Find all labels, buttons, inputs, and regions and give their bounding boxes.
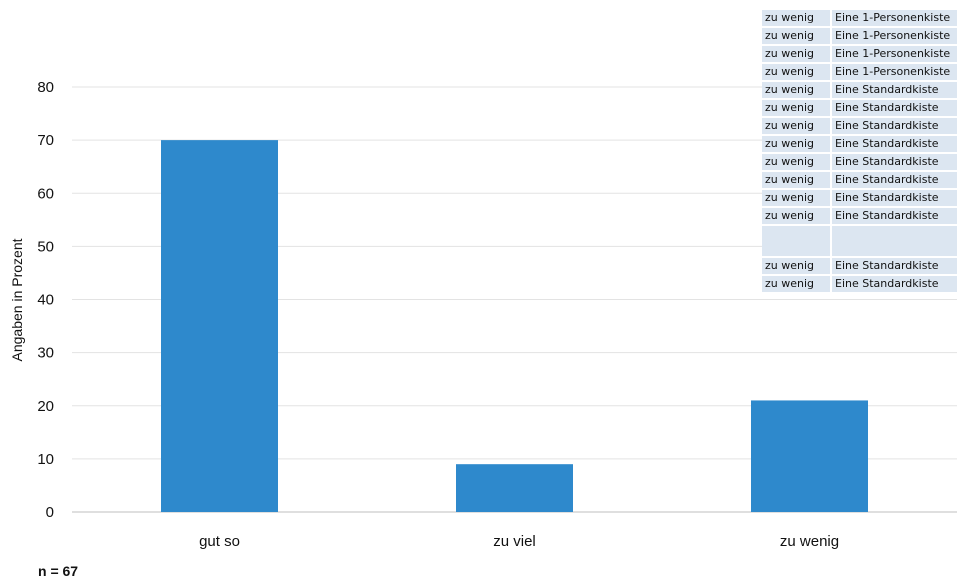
table-cell-answer: zu wenig [762,64,832,80]
table-cell-answer [762,226,832,256]
table-cell-answer: zu wenig [762,46,832,62]
table-row: zu wenig Eine Standardkiste [762,258,957,274]
table-row: zu wenig Eine Standardkiste [762,136,957,152]
table-cell-answer: zu wenig [762,172,832,188]
table-cell-answer: zu wenig [762,154,832,170]
y-tick-label: 80 [37,79,54,96]
table-cell-answer: zu wenig [762,276,832,292]
table-cell-answer: zu wenig [762,208,832,224]
x-category-label: zu viel [493,533,536,550]
overlay-data-table: zu wenig Eine 1-Personenkiste zu wenig Eine… [762,8,957,294]
y-axis-label: Angaben in Prozent [9,238,25,361]
y-tick-label: 40 [37,292,54,309]
table-cell-box [832,226,957,256]
table-row: zu wenig Eine Standardkiste [762,154,957,170]
table-cell-box: Eine Standardkiste [832,82,957,98]
table-row: zu wenig Eine 1-Personenkiste [762,28,957,44]
y-tick-label: 10 [37,451,54,468]
y-tick-label: 50 [37,238,54,255]
table-cell-answer: zu wenig [762,258,832,274]
table-cell-box: Eine Standardkiste [832,258,957,274]
table-row: zu wenig Eine Standardkiste [762,190,957,206]
table-cell-box: Eine Standardkiste [832,276,957,292]
x-category-labels: gut so zu viel zu wenig [199,533,839,550]
table-cell-box: Eine Standardkiste [832,118,957,134]
table-cell-answer: zu wenig [762,28,832,44]
table-row: zu wenig Eine Standardkiste [762,276,957,292]
table-row: zu wenig Eine Standardkiste [762,118,957,134]
table-cell-box: Eine 1-Personenkiste [832,28,957,44]
x-category-label: gut so [199,533,240,550]
y-tick-label: 20 [37,398,54,415]
y-tick-label: 70 [37,132,54,149]
table-cell-box: Eine 1-Personenkiste [832,46,957,62]
table-cell-answer: zu wenig [762,190,832,206]
table-cell-box: Eine 1-Personenkiste [832,10,957,26]
table-cell-answer: zu wenig [762,136,832,152]
table-row: zu wenig Eine Standardkiste [762,100,957,116]
table-cell-box: Eine 1-Personenkiste [832,64,957,80]
sample-size-note: n = 67 [38,563,79,579]
x-category-label: zu wenig [780,533,839,550]
table-row: zu wenig Eine 1-Personenkiste [762,10,957,26]
table-row: zu wenig Eine 1-Personenkiste [762,46,957,62]
table-cell-answer: zu wenig [762,100,832,116]
table-cell-answer: zu wenig [762,82,832,98]
y-tick-label: 30 [37,345,54,362]
table-cell-box: Eine Standardkiste [832,172,957,188]
bar-zu-wenig [751,400,868,512]
table-row: zu wenig Eine Standardkiste [762,172,957,188]
y-tick-label: 60 [37,185,54,202]
table-cell-box: Eine Standardkiste [832,190,957,206]
table-row [762,226,957,256]
bar-gut-so [161,140,278,512]
table-cell-answer: zu wenig [762,118,832,134]
y-tick-labels: 0 10 20 30 40 50 60 70 80 [37,79,54,521]
table-cell-answer: zu wenig [762,10,832,26]
table-cell-box: Eine Standardkiste [832,208,957,224]
bar-zu-viel [456,464,573,512]
table-cell-box: Eine Standardkiste [832,136,957,152]
table-cell-box: Eine Standardkiste [832,154,957,170]
bars [161,140,868,512]
table-row: zu wenig Eine Standardkiste [762,82,957,98]
table-row: zu wenig Eine Standardkiste [762,208,957,224]
y-tick-label: 0 [46,504,54,521]
table-cell-box: Eine Standardkiste [832,100,957,116]
table-row: zu wenig Eine 1-Personenkiste [762,64,957,80]
